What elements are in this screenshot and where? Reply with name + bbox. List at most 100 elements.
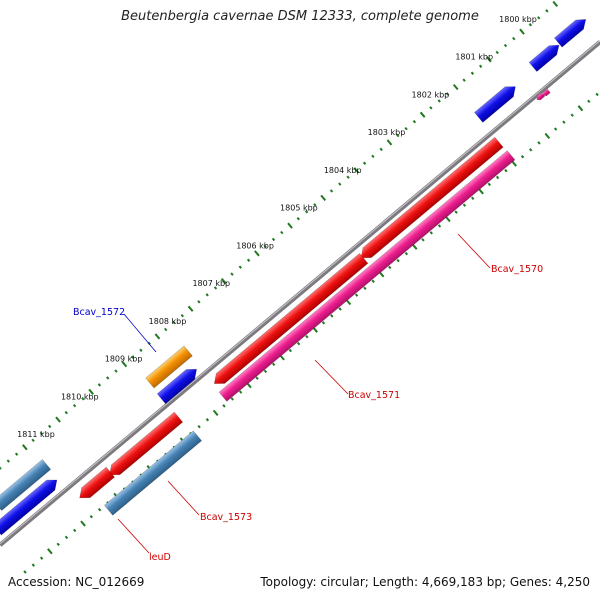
inner-tick-mark [553,127,558,131]
tick-labels: 1800 kbp 1801 kbp 1802 kbp 1803 kbp 1804 kbp… [17,15,537,439]
gene-1800-blue[interactable] [553,15,589,48]
inner-tick-mark [80,520,86,527]
gene-1811-blue[interactable] [0,475,61,536]
inner-tick-mark [396,258,400,263]
outer-tick-mark [180,313,184,318]
outer-tick-mark [287,222,293,229]
outer-tick-mark [238,265,242,269]
gene-1801-blue[interactable] [528,40,563,72]
outer-tick-mark [64,410,68,415]
inner-tick-mark [462,203,467,207]
outer-tick-mark [172,320,176,325]
outer-tick-mark [552,0,559,8]
inner-tick-mark [577,105,584,112]
gene-bcav-1571-pink[interactable] [218,150,516,402]
inner-tick-mark [388,265,392,270]
accession-label: Accession: NC_012669 [8,575,145,589]
gene-bcav-1572-orange[interactable] [145,345,193,389]
outer-tick-mark [304,210,309,214]
inner-tick-mark [212,409,219,416]
outer-tick-mark [452,83,459,91]
inner-tick-mark [47,548,53,555]
gene-1802-blue[interactable] [474,82,519,123]
gene-small-pink-a[interactable] [535,92,546,102]
inner-tick-mark [363,286,367,290]
outer-tick-mark [537,16,541,20]
outer-tick-mark [528,23,533,27]
outer-tick-mark [97,383,102,387]
outer-tick-mark [512,36,516,41]
outer-tick-mark [31,438,35,443]
tick-label: 1802 kbp [412,91,450,100]
inner-tick-mark [39,556,44,560]
inner-tick-mark [23,570,27,574]
bcav-1571-leader [314,359,349,395]
outer-tick-mark [379,147,383,152]
outer-tick-mark [72,403,77,408]
outer-tick-mark [445,92,450,96]
leud-leader [117,518,150,554]
inner-tick-mark [421,238,425,242]
genes [0,15,589,536]
inner-tick-mark [56,542,60,547]
gene-1809-blue[interactable] [156,364,201,405]
outer-tick-mark [329,189,334,193]
outer-tick-mark [346,175,350,179]
gene-label-bcav-1570[interactable]: Bcav_1570 [491,264,543,275]
outer-tick-mark [396,133,400,138]
outer-tick-mark [486,56,492,63]
inner-tick-mark [371,279,375,284]
inner-tick-mark [97,507,102,512]
gene-label-leud[interactable]: leuD [149,552,171,563]
inner-tick-mark [288,348,292,353]
inner-tick-mark [263,369,268,374]
outer-tick-mark [48,424,52,429]
gene-leud-red[interactable] [75,466,115,503]
gene-bcav-1573-steel[interactable] [103,430,203,516]
tick-label: 1810 kbp [61,392,99,401]
gene-bcav-1570-red-lower[interactable] [210,252,369,388]
inner-tick-mark [89,514,93,519]
inner-tick-mark [495,175,500,180]
outer-tick-mark [437,99,441,103]
outer-tick-mark [254,250,260,257]
outer-tick-mark [271,237,276,242]
tick-label: 1809 kbp [105,355,143,364]
inner-tick-mark [520,155,525,159]
outer-tick-mark [404,126,408,131]
tick-label: 1800 kbp [499,15,537,24]
outer-tick-mark [386,139,393,146]
inner-tick-mark [296,341,301,346]
gene-1811-steel[interactable] [0,459,52,511]
inner-tick-mark [321,321,326,325]
outer-tick-mark [164,327,168,332]
outer-tick-mark [0,466,2,470]
outer-tick-mark [121,361,128,368]
outer-tick-mark [429,106,433,110]
inner-tick-mark [205,418,210,422]
tick-label: 1811 kbp [17,430,55,439]
outer-tick-mark [154,333,161,340]
inner-tick-mark [73,528,77,533]
gene-bcav-1570-red-upper[interactable] [357,136,504,263]
outer-tick-mark [213,286,218,290]
gene-small-pink-b[interactable] [542,88,551,97]
outer-tick-mark [320,194,327,202]
inner-tick-mark [587,99,591,104]
bcav-1573-leader [167,480,200,516]
outer-tick-mark [55,416,61,423]
outer-tick-mark [14,452,19,456]
outer-tick-mark [114,369,118,373]
inner-tick-mark [478,188,484,195]
inner-tick-mark [354,293,359,297]
inner-tick-mark [429,231,433,235]
gene-label-bcav-1572[interactable]: Bcav_1572 [73,307,125,318]
gene-label-bcav-1573[interactable]: Bcav_1573 [200,512,252,523]
tick-label: 1808 kbp [149,317,187,326]
outer-tick-mark [313,203,317,207]
outer-tick-mark [39,431,44,436]
tick-tracks [0,0,599,574]
inner-tick-mark [404,251,409,256]
tick-label: 1807 kbp [192,279,230,288]
gene-label-bcav-1571[interactable]: Bcav_1571 [348,390,400,401]
